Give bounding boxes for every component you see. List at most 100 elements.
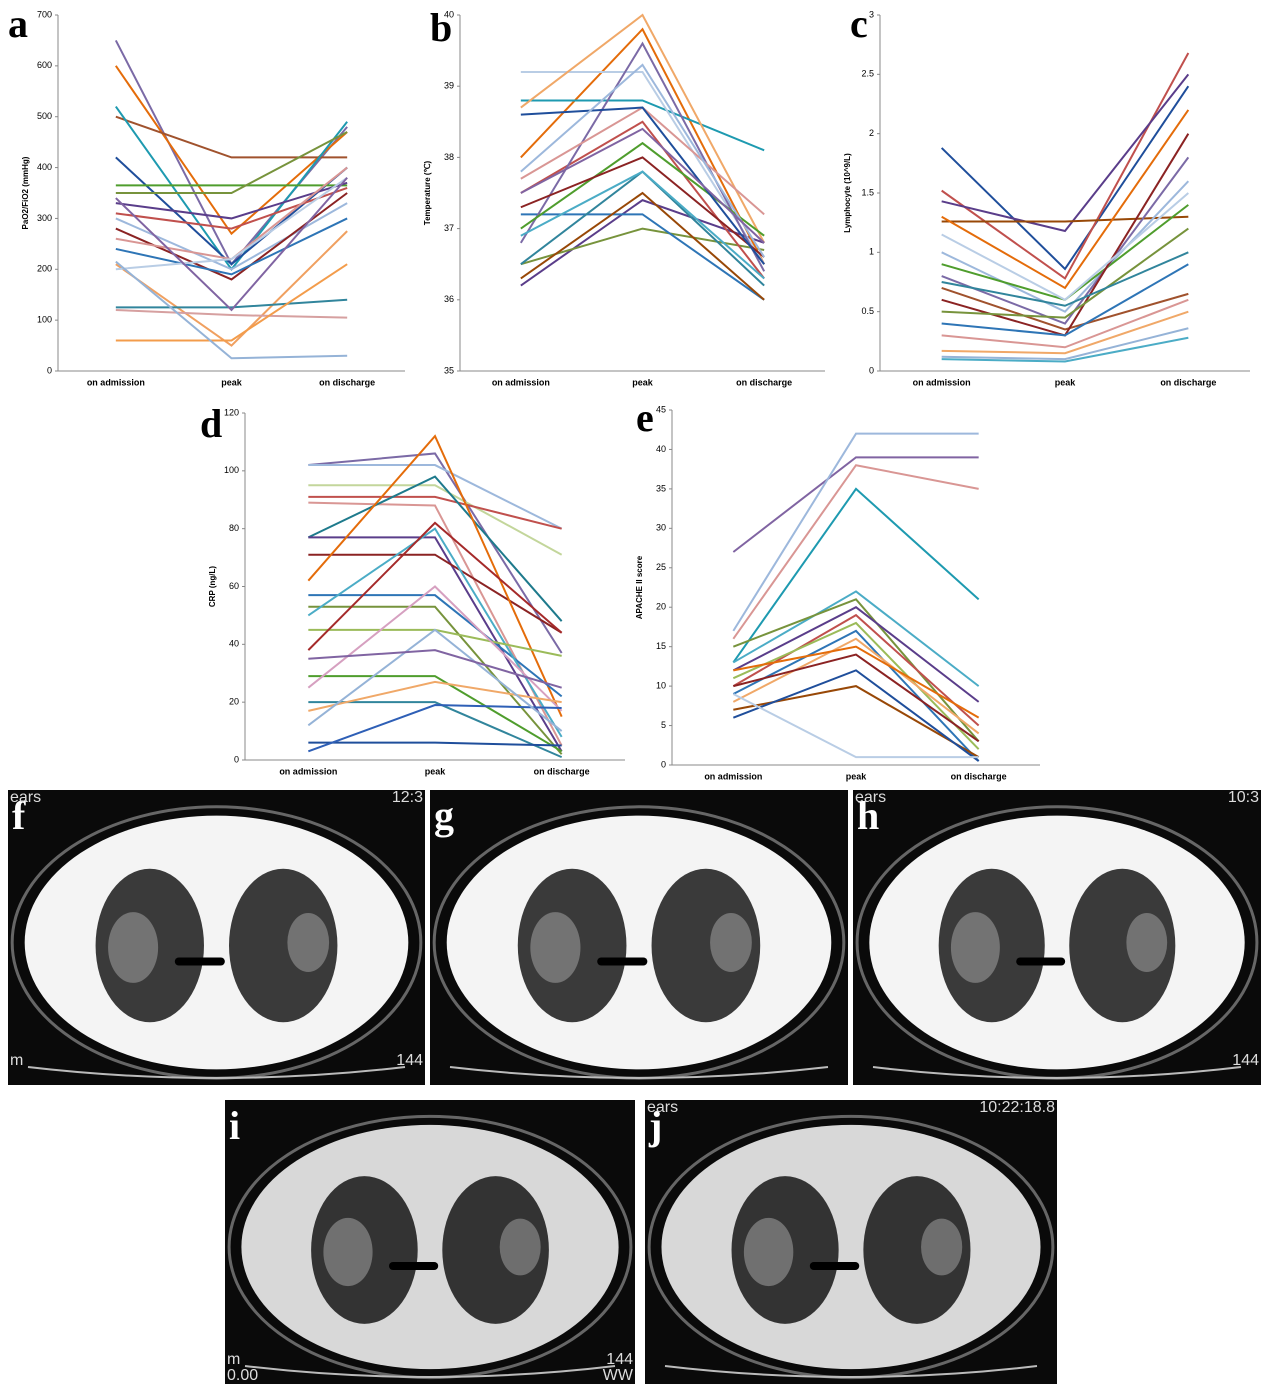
y-tick-label: 100 [224, 465, 239, 475]
series-line [941, 310, 1189, 355]
series-line [115, 298, 348, 309]
series-line [115, 176, 348, 271]
y-tick-label: 20 [229, 697, 239, 707]
x-tick-label: on admission [913, 377, 971, 387]
ct-image [8, 790, 425, 1085]
series-line [940, 85, 1190, 271]
y-tick-label: 2.5 [861, 69, 874, 79]
y-tick-label: 0 [661, 759, 666, 769]
opacity [108, 912, 159, 983]
series-line [307, 521, 563, 651]
series-line [733, 653, 980, 743]
bronchus [809, 1262, 860, 1270]
left-lung [229, 868, 338, 1023]
y-tick-label: 38 [444, 152, 454, 162]
y-tick-label: 40 [656, 444, 666, 454]
left-lung [863, 1176, 971, 1324]
ct-overlay-text: 12:3 [392, 789, 423, 806]
y-tick-label: 30 [656, 523, 666, 533]
series-line [115, 65, 348, 236]
series-line [308, 464, 563, 530]
series-line [520, 70, 766, 265]
bronchus [174, 957, 225, 966]
series-line [308, 452, 563, 654]
panel-letter: j [648, 1103, 662, 1148]
ct-overlay-text: 144 [606, 1351, 633, 1368]
series-line [115, 166, 348, 261]
series-line [307, 704, 562, 753]
ct-image [225, 1100, 635, 1384]
body [241, 1124, 619, 1370]
series-line [941, 336, 1189, 363]
series-line [732, 693, 979, 759]
x-tick-label: peak [1055, 377, 1077, 387]
y-tick-label: 0 [47, 365, 52, 375]
series-line [308, 675, 563, 753]
body [661, 1124, 1041, 1370]
left-lung [442, 1176, 549, 1324]
series-line [115, 186, 348, 230]
series-line [520, 191, 765, 301]
series-line [115, 177, 348, 312]
y-tick-label: 0 [869, 365, 874, 375]
panel-letter: c [850, 1, 868, 46]
y-tick-label: 5 [661, 720, 666, 730]
table [872, 1066, 1242, 1079]
ct-image [430, 790, 848, 1085]
series-line [941, 180, 1190, 313]
series-line [308, 553, 563, 634]
left-lung [1069, 868, 1176, 1023]
series-line [520, 27, 766, 265]
y-tick-label: 60 [229, 581, 239, 591]
series-line [115, 131, 348, 194]
ct-overlay-text: m [10, 1052, 23, 1069]
series-line [308, 484, 563, 556]
series-line [941, 227, 1189, 319]
series-line [520, 170, 765, 280]
y-tick-label: 40 [229, 639, 239, 649]
y-tick-label: 80 [229, 523, 239, 533]
series-line [308, 741, 562, 747]
x-tick-label: on admission [492, 377, 550, 387]
ct-image [645, 1100, 1057, 1384]
x-tick-label: peak [221, 377, 243, 387]
series-line [115, 230, 348, 347]
series-line [941, 263, 1189, 337]
series-line [732, 606, 980, 703]
ct-overlay-text: 10:3 [1228, 789, 1259, 806]
series-line [941, 215, 1189, 223]
panel-letter: g [434, 793, 454, 838]
series-line [941, 298, 1189, 349]
body [24, 815, 409, 1070]
bronchus [1016, 957, 1066, 966]
ct-overlay-text: m [227, 1351, 240, 1368]
series-line [115, 181, 348, 220]
table [664, 1365, 1038, 1378]
opacity [1126, 913, 1168, 972]
ct-overlay-text: 144 [1232, 1052, 1259, 1069]
y-tick-label: 36 [444, 294, 454, 304]
series-line [115, 308, 348, 319]
opacity [710, 913, 752, 972]
left-lung [651, 868, 761, 1023]
y-tick-label: 25 [656, 562, 666, 572]
y-tick-label: 700 [37, 9, 52, 19]
y-axis-label: CRP (ng/L) [208, 566, 217, 608]
series-line [520, 199, 765, 287]
opacity [950, 912, 1000, 983]
series-line [308, 594, 563, 698]
y-tick-label: 600 [37, 60, 52, 70]
y-tick-label: 0 [234, 754, 239, 764]
ct-overlay-text: ears [647, 1099, 678, 1116]
series-line [307, 628, 563, 732]
y-tick-label: 39 [444, 81, 454, 91]
panel-letter: a [8, 1, 28, 46]
series-line [732, 456, 979, 553]
opacity [743, 1217, 794, 1287]
series-line [307, 585, 563, 712]
panel-letter: i [229, 1103, 240, 1148]
ct-overlay-text: ears [855, 789, 886, 806]
series-line [520, 99, 765, 152]
x-tick-label: on discharge [951, 771, 1007, 781]
opacity [499, 1218, 541, 1276]
